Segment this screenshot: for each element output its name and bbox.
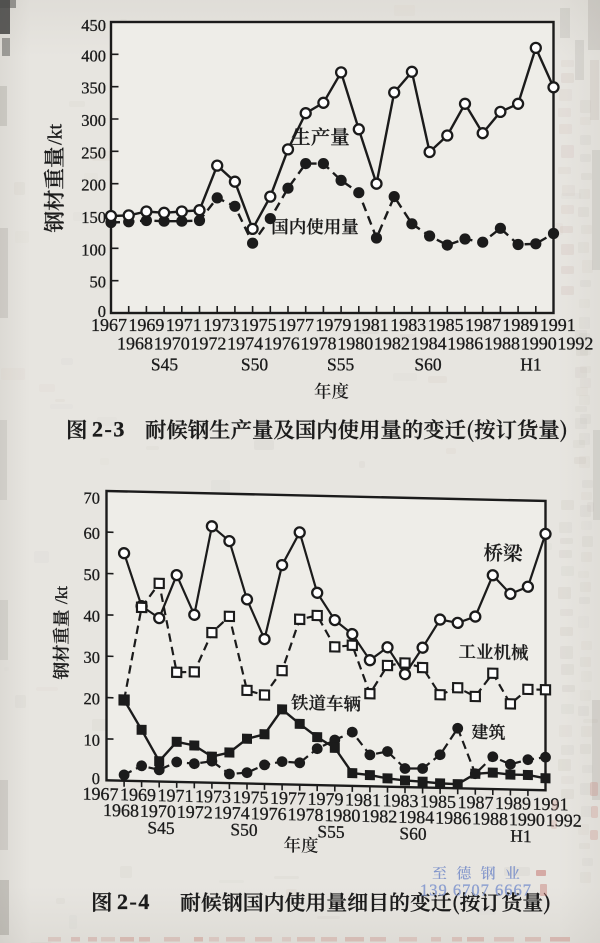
svg-text:1982: 1982 (361, 806, 397, 827)
svg-text:1983: 1983 (390, 315, 426, 335)
svg-text:/kt: /kt (45, 123, 67, 145)
svg-text:1988: 1988 (484, 334, 520, 354)
svg-text:1986: 1986 (447, 334, 483, 354)
svg-text:S45: S45 (147, 817, 174, 838)
svg-text:S45: S45 (151, 355, 178, 375)
svg-text:50: 50 (84, 565, 100, 584)
svg-text:450: 450 (81, 16, 106, 35)
svg-text:H1: H1 (510, 826, 531, 846)
svg-text:1982: 1982 (374, 334, 410, 354)
svg-text:1991: 1991 (533, 794, 569, 815)
svg-text:1971: 1971 (158, 785, 194, 806)
svg-text:20: 20 (84, 689, 100, 708)
svg-text:1970: 1970 (154, 334, 190, 354)
svg-text:1975: 1975 (233, 787, 269, 808)
svg-text:1986: 1986 (435, 807, 471, 828)
svg-text:1984: 1984 (411, 334, 447, 354)
svg-text:S55: S55 (327, 355, 354, 375)
svg-text:2-3: 2-3 (92, 417, 126, 442)
svg-text:1967: 1967 (83, 783, 119, 804)
svg-text:1967: 1967 (91, 315, 127, 335)
svg-text:1987: 1987 (458, 792, 494, 813)
svg-text:1988: 1988 (472, 808, 508, 829)
svg-text:1970: 1970 (140, 801, 176, 822)
svg-text:1974: 1974 (227, 334, 263, 354)
svg-text:1990: 1990 (521, 334, 557, 354)
svg-text:1974: 1974 (214, 802, 250, 823)
svg-text:S50: S50 (241, 355, 268, 375)
svg-text:1989: 1989 (495, 793, 531, 814)
svg-text:/kt: /kt (52, 586, 71, 605)
svg-text:400: 400 (81, 46, 106, 65)
svg-text:1987: 1987 (465, 315, 501, 335)
svg-text:1980: 1980 (337, 334, 373, 354)
svg-text:139 6707 6667: 139 6707 6667 (420, 881, 532, 900)
svg-text:1992: 1992 (546, 810, 582, 831)
svg-text:150: 150 (81, 208, 106, 227)
svg-text:300: 300 (81, 111, 106, 130)
svg-text:1973: 1973 (203, 315, 239, 335)
svg-text:S60: S60 (414, 355, 441, 375)
svg-text:1969: 1969 (128, 315, 164, 335)
svg-text:70: 70 (84, 488, 100, 507)
svg-text:S60: S60 (399, 823, 426, 844)
svg-text:1992: 1992 (557, 334, 593, 354)
svg-text:1977: 1977 (278, 315, 314, 335)
svg-text:1983: 1983 (383, 790, 419, 811)
svg-text:350: 350 (81, 79, 106, 98)
svg-text:1968: 1968 (103, 800, 139, 821)
svg-text:1976: 1976 (251, 803, 287, 824)
svg-text:1978: 1978 (288, 804, 324, 825)
svg-text:10: 10 (84, 730, 100, 749)
svg-text:1985: 1985 (420, 791, 456, 812)
svg-text:200: 200 (81, 176, 106, 195)
svg-text:1969: 1969 (120, 784, 156, 805)
svg-text:1972: 1972 (177, 802, 213, 823)
svg-text:40: 40 (84, 606, 100, 625)
svg-text:0: 0 (98, 302, 106, 321)
svg-text:0: 0 (92, 769, 100, 788)
svg-text:60: 60 (84, 524, 100, 543)
svg-text:1972: 1972 (190, 334, 226, 354)
svg-text:1981: 1981 (353, 315, 389, 335)
svg-text:1973: 1973 (195, 786, 231, 807)
svg-text:1981: 1981 (345, 789, 381, 810)
svg-text:1975: 1975 (241, 315, 277, 335)
svg-text:1990: 1990 (509, 809, 545, 830)
svg-text:1971: 1971 (166, 315, 202, 335)
svg-text:2-4: 2-4 (117, 889, 151, 914)
svg-text:S50: S50 (230, 819, 257, 840)
svg-text:1979: 1979 (308, 789, 344, 810)
svg-text:1984: 1984 (398, 807, 434, 828)
svg-text:1980: 1980 (324, 805, 360, 826)
svg-text:1968: 1968 (117, 334, 153, 354)
svg-text:1977: 1977 (270, 788, 306, 809)
svg-text:250: 250 (81, 143, 106, 162)
svg-text:1985: 1985 (428, 315, 464, 335)
svg-text:50: 50 (90, 273, 107, 292)
svg-text:1991: 1991 (540, 315, 576, 335)
svg-text:H1: H1 (520, 355, 541, 375)
svg-text:1976: 1976 (264, 334, 300, 354)
svg-text:S55: S55 (317, 821, 344, 842)
svg-text:100: 100 (81, 240, 106, 259)
svg-text:30: 30 (84, 648, 100, 667)
svg-text:1979: 1979 (315, 315, 351, 335)
svg-text:1989: 1989 (502, 315, 538, 335)
svg-text:1978: 1978 (301, 334, 337, 354)
